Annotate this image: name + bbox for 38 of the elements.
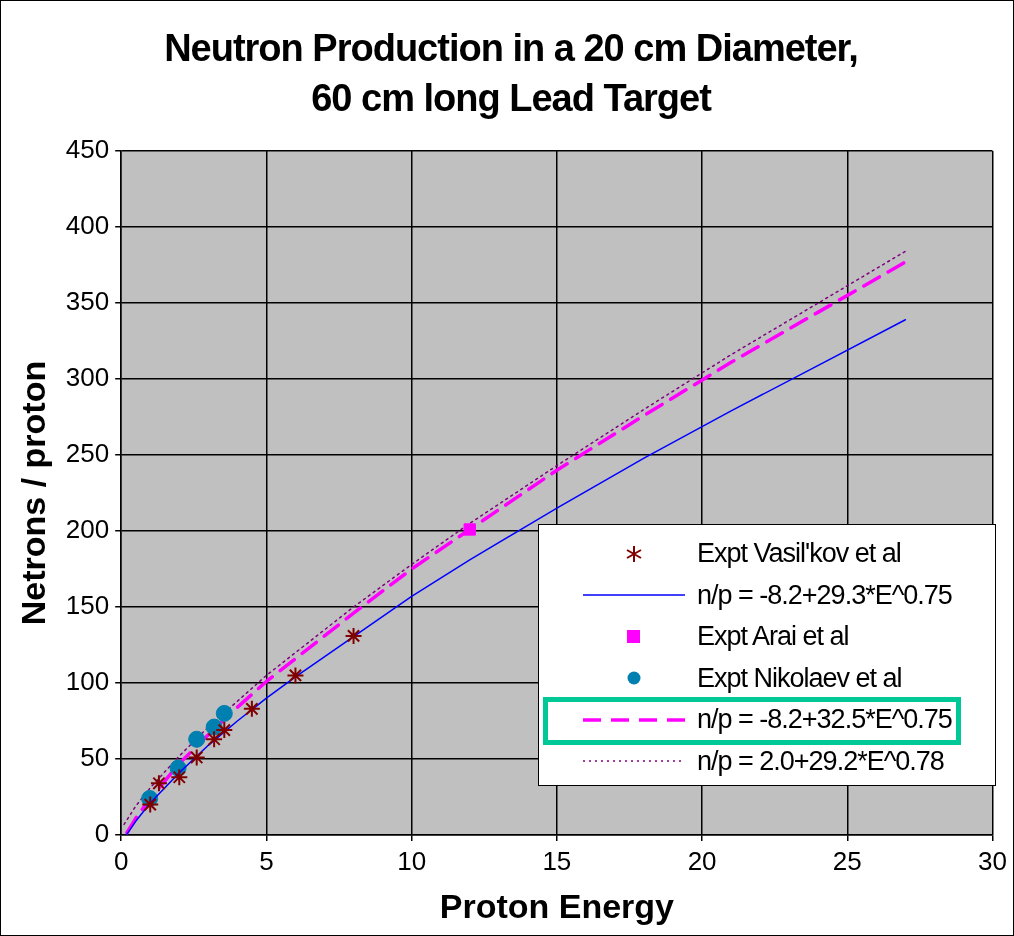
point bbox=[149, 774, 168, 793]
point bbox=[463, 523, 476, 536]
point bbox=[170, 768, 189, 787]
legend-label: Expt Vasil'kov et al bbox=[697, 538, 901, 570]
x-tick-label: 30 bbox=[978, 845, 1007, 876]
x-tick-label: 0 bbox=[113, 845, 129, 876]
y-tick-label: 300 bbox=[65, 362, 110, 393]
point bbox=[215, 704, 233, 722]
x-tick-label: 20 bbox=[687, 845, 717, 876]
y-tick-label: 350 bbox=[65, 286, 110, 317]
legend-label: n/p = -8.2+32.5*E^0.75 bbox=[697, 704, 952, 736]
point bbox=[344, 626, 363, 645]
y-tick-label: 50 bbox=[80, 742, 110, 773]
point bbox=[242, 699, 261, 718]
point bbox=[215, 721, 234, 740]
y-tick-label: 0 bbox=[94, 818, 110, 849]
point bbox=[187, 748, 206, 767]
point bbox=[286, 666, 305, 685]
legend-label: Expt Nikolaev et al bbox=[697, 662, 902, 694]
y-tick-label: 100 bbox=[65, 666, 110, 697]
legend-label: Expt Arai et al bbox=[697, 621, 849, 653]
y-axis-title: Netrons / proton bbox=[13, 360, 52, 626]
y-tick-label: 400 bbox=[65, 210, 110, 241]
x-tick-label: 15 bbox=[542, 845, 572, 876]
chart-title: Neutron Production in a 20 cm Diameter, 60 cm long Lead Target bbox=[163, 26, 859, 121]
x-tick-label: 25 bbox=[832, 845, 862, 876]
x-tick-label: 10 bbox=[397, 845, 427, 876]
legend-label: n/p = 2.0+29.2*E^0.78 bbox=[697, 745, 944, 777]
x-tick-label: 5 bbox=[259, 845, 274, 876]
y-tick-label: 200 bbox=[65, 514, 110, 545]
y-tick-label: 450 bbox=[65, 134, 110, 165]
x-axis-title: Proton Energy bbox=[439, 886, 675, 925]
point bbox=[205, 730, 224, 749]
legend-label: n/p = -8.2+29.3*E^0.75 bbox=[697, 579, 952, 611]
y-tick-label: 150 bbox=[65, 590, 110, 621]
y-tick-label: 250 bbox=[65, 438, 110, 469]
point bbox=[141, 795, 160, 814]
point bbox=[188, 730, 206, 748]
